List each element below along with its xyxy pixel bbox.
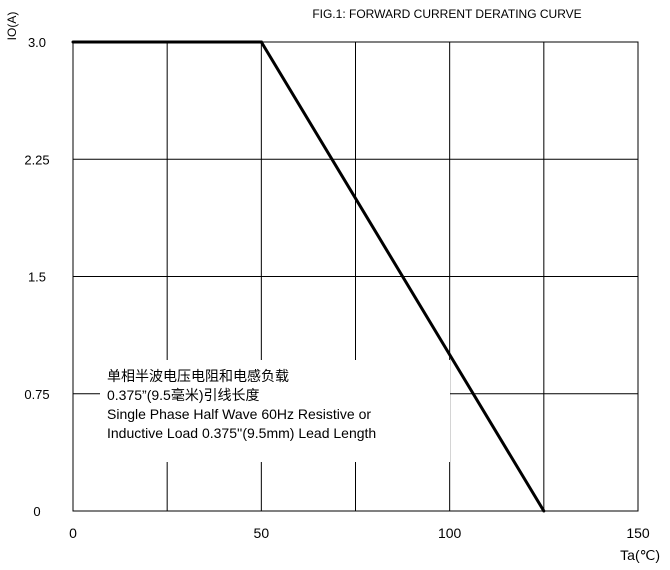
y-tick-label: 2.25 xyxy=(24,152,49,167)
chart-title: FIG.1: FORWARD CURRENT DERATING CURVE xyxy=(312,7,581,21)
x-tick-label: 100 xyxy=(438,525,462,541)
x-tick-label: 50 xyxy=(254,525,270,541)
annotation-line: Inductive Load 0.375''(9.5mm) Lead Lengt… xyxy=(107,425,376,441)
x-axis-label: Ta(℃) xyxy=(620,547,660,563)
y-tick-label: 3.0 xyxy=(28,35,46,50)
x-tick-label: 150 xyxy=(626,525,650,541)
tick-labels: 0 0.75 1.5 2.25 3.0 0 50 100 150 xyxy=(24,35,650,541)
annotation-line: 单相半波电压电阻和电感负载 xyxy=(107,368,289,384)
annotation: 单相半波电压电阻和电感负载 0.375”(9.5毫米)引线长度 Single Pha… xyxy=(107,368,376,441)
annotation-line: 0.375”(9.5毫米)引线长度 xyxy=(107,387,259,403)
plot-border xyxy=(72,41,639,512)
y-tick-label: 1.5 xyxy=(28,270,46,285)
y-tick-label: 0.75 xyxy=(24,387,49,402)
data-point xyxy=(542,509,546,513)
data-point xyxy=(71,40,75,44)
annotation-line: Single Phase Half Wave 60Hz Resistive or xyxy=(107,406,371,422)
y-tick-label: 0 xyxy=(33,504,40,519)
series xyxy=(71,40,546,513)
y-axis-label: IO(A) xyxy=(5,12,19,41)
data-point xyxy=(259,40,263,44)
x-tick-label: 0 xyxy=(69,525,77,541)
annotation-background xyxy=(100,360,450,462)
